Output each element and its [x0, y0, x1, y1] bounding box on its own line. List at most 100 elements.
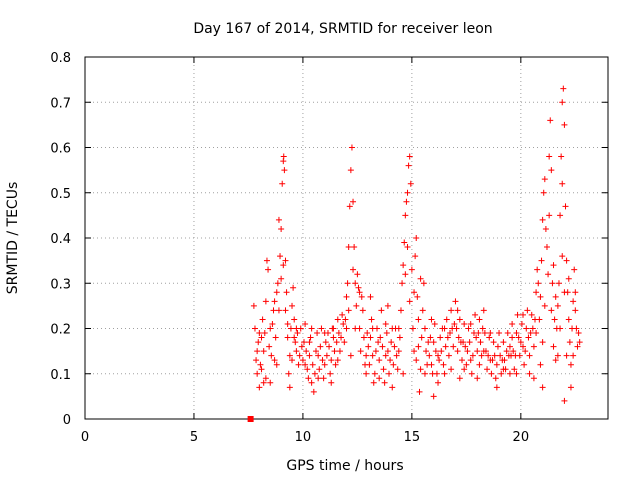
data-point	[490, 339, 497, 346]
data-point	[293, 325, 300, 332]
data-point	[417, 275, 424, 282]
data-point	[397, 307, 404, 314]
data-point	[334, 316, 341, 323]
data-point	[511, 366, 518, 373]
data-point	[436, 357, 443, 364]
data-point	[488, 370, 495, 377]
data-point	[279, 180, 286, 187]
data-point	[292, 339, 299, 346]
data-point	[485, 352, 492, 359]
data-point	[299, 357, 306, 364]
data-point	[503, 348, 510, 355]
data-point	[489, 357, 496, 364]
data-point	[317, 343, 324, 350]
data-point	[576, 339, 583, 346]
data-point	[416, 388, 423, 395]
data-point	[352, 280, 359, 287]
data-point	[393, 352, 400, 359]
data-point	[265, 266, 272, 273]
data-point	[256, 330, 263, 337]
data-point	[345, 244, 352, 251]
data-point	[404, 244, 411, 251]
data-point	[468, 370, 475, 377]
data-point	[546, 212, 553, 219]
data-point	[559, 253, 566, 260]
data-point	[322, 339, 329, 346]
data-points	[247, 85, 583, 422]
data-point	[308, 325, 315, 332]
data-point	[357, 348, 364, 355]
data-point	[554, 302, 561, 309]
data-point	[402, 212, 409, 219]
data-point	[375, 339, 382, 346]
data-point	[432, 348, 439, 355]
data-point	[406, 153, 413, 160]
data-point	[277, 253, 284, 260]
data-point	[308, 379, 315, 386]
chart-title: Day 167 of 2014, SRMTID for receiver leo…	[193, 21, 492, 37]
data-point	[409, 325, 416, 332]
data-point	[321, 330, 328, 337]
data-point	[403, 198, 410, 205]
data-point	[430, 339, 437, 346]
data-point	[280, 153, 287, 160]
data-point	[395, 348, 402, 355]
data-point	[571, 266, 578, 273]
data-point	[355, 284, 362, 291]
data-point	[479, 325, 486, 332]
data-point	[256, 384, 263, 391]
data-point	[319, 357, 326, 364]
data-point	[360, 334, 367, 341]
data-point	[402, 271, 409, 278]
y-tick-label: 0.7	[50, 96, 71, 111]
data-point	[486, 334, 493, 341]
data-point	[425, 339, 432, 346]
data-point	[257, 361, 264, 368]
grid	[85, 57, 608, 419]
data-point	[286, 384, 293, 391]
data-point	[413, 357, 420, 364]
x-axis-label: GPS time / hours	[286, 458, 403, 474]
data-point	[301, 339, 308, 346]
data-point	[306, 352, 313, 359]
data-point	[453, 325, 460, 332]
data-point	[554, 352, 561, 359]
data-point	[275, 307, 282, 314]
data-point	[346, 203, 353, 210]
data-point	[348, 144, 355, 151]
data-point	[498, 370, 505, 377]
data-point	[456, 375, 463, 382]
data-point	[463, 361, 470, 368]
data-point	[318, 325, 325, 332]
data-point	[378, 307, 385, 314]
data-point	[275, 216, 282, 223]
data-point	[552, 293, 559, 300]
data-point	[493, 361, 500, 368]
data-point	[274, 280, 281, 287]
data-point	[520, 343, 527, 350]
x-tick-label: 10	[295, 430, 312, 445]
data-point	[548, 167, 555, 174]
data-point	[543, 244, 550, 251]
data-point	[487, 330, 494, 337]
data-point	[567, 361, 574, 368]
data-point	[381, 379, 388, 386]
data-point	[316, 366, 323, 373]
data-point	[273, 361, 280, 368]
data-point	[448, 366, 455, 373]
data-point	[372, 348, 379, 355]
data-point	[461, 320, 468, 327]
data-point	[420, 280, 427, 287]
data-point	[492, 375, 499, 382]
data-point	[557, 325, 564, 332]
data-point	[536, 316, 543, 323]
data-point	[262, 375, 269, 382]
data-point	[467, 357, 474, 364]
data-point	[450, 343, 457, 350]
data-point	[286, 352, 293, 359]
y-tick-label: 0.3	[50, 277, 71, 292]
data-point	[467, 320, 474, 327]
data-point	[250, 302, 257, 309]
data-point	[428, 316, 435, 323]
